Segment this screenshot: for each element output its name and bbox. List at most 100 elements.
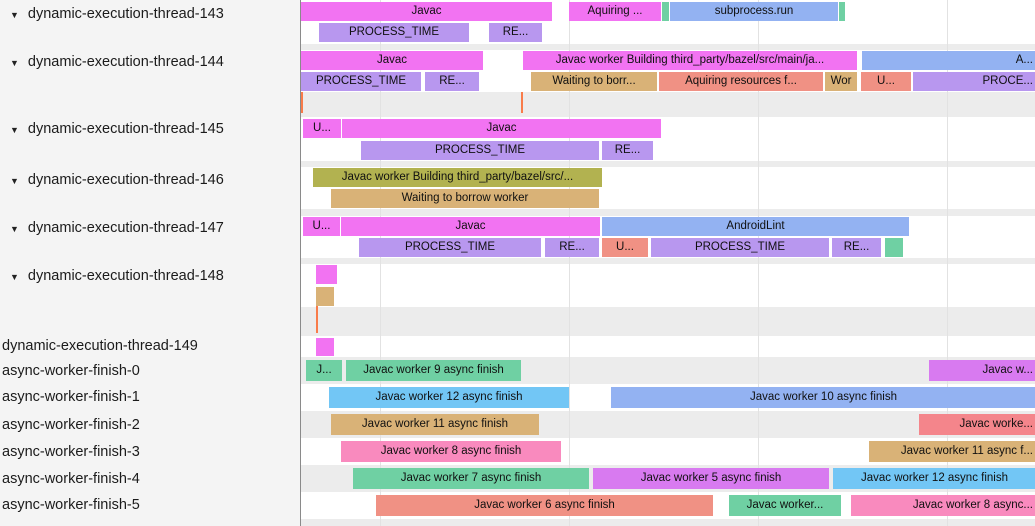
- collapse-arrow-icon[interactable]: ▼: [10, 124, 19, 135]
- row-band: [301, 161, 1035, 167]
- sidebar-item-async-worker-finish-5[interactable]: async-worker-finish-5: [0, 494, 140, 516]
- track-name-sidebar: ▼ dynamic-execution-thread-143 ▼ dynamic-ex…: [0, 0, 300, 526]
- time-gridline: [569, 0, 570, 526]
- trace-slice[interactable]: [316, 265, 337, 284]
- track-label: dynamic-execution-thread-145: [27, 121, 224, 137]
- trace-slice[interactable]: RE...: [425, 72, 479, 91]
- trace-slice[interactable]: Javac worker Building third_party/bazel/…: [313, 168, 602, 187]
- sidebar-item-dynamic-execution-thread-147[interactable]: ▼ dynamic-execution-thread-147: [0, 217, 224, 239]
- time-gridline: [380, 0, 381, 526]
- trace-slice[interactable]: Javac worker 11 async f...: [869, 441, 1035, 462]
- track-label: async-worker-finish-0: [2, 363, 140, 379]
- trace-slice[interactable]: Waiting to borr...: [531, 72, 657, 91]
- trace-slice[interactable]: [839, 2, 845, 21]
- trace-slice[interactable]: [885, 238, 903, 257]
- trace-slice[interactable]: PROCESS_TIME: [319, 23, 469, 42]
- row-band: [301, 307, 1035, 336]
- trace-slice[interactable]: Javac worker 6 async finish: [376, 495, 713, 516]
- trace-slice[interactable]: U...: [303, 217, 340, 236]
- collapse-arrow-icon[interactable]: ▼: [10, 57, 19, 68]
- time-gridline: [947, 0, 948, 526]
- trace-slice[interactable]: U...: [303, 119, 341, 138]
- trace-slice[interactable]: Javac: [342, 119, 661, 138]
- trace-slice[interactable]: J...: [306, 360, 342, 381]
- trace-slice[interactable]: Javac worker 9 async finish: [346, 360, 521, 381]
- trace-slice[interactable]: [316, 338, 334, 356]
- time-gridline: [758, 0, 759, 526]
- trace-slice[interactable]: RE...: [489, 23, 542, 42]
- track-label: async-worker-finish-2: [2, 417, 140, 433]
- row-band: [301, 92, 1035, 117]
- trace-slice[interactable]: Javac worker 8 async finish: [341, 441, 561, 462]
- track-label: async-worker-finish-5: [2, 497, 140, 513]
- sidebar-item-dynamic-execution-thread-148[interactable]: ▼ dynamic-execution-thread-148: [0, 265, 224, 287]
- track-label: dynamic-execution-thread-147: [27, 220, 224, 236]
- track-label: dynamic-execution-thread-148: [27, 268, 224, 284]
- row-band: [301, 209, 1035, 216]
- sidebar-item-async-worker-finish-2[interactable]: async-worker-finish-2: [0, 414, 140, 436]
- sidebar-item-async-worker-finish-0[interactable]: async-worker-finish-0: [0, 360, 140, 382]
- trace-slice[interactable]: RE...: [602, 141, 653, 160]
- trace-slice[interactable]: Wor: [825, 72, 857, 91]
- trace-slice[interactable]: Javac w...: [929, 360, 1035, 381]
- track-label: async-worker-finish-3: [2, 444, 140, 460]
- instant-marker: [301, 92, 303, 113]
- row-band: [301, 519, 1035, 526]
- trace-slice[interactable]: RE...: [832, 238, 881, 257]
- trace-slice[interactable]: [662, 2, 669, 21]
- trace-slice[interactable]: Javac worker 8 async...: [851, 495, 1035, 516]
- trace-slice[interactable]: RE...: [545, 238, 599, 257]
- trace-slice[interactable]: Javac worke...: [919, 414, 1035, 435]
- trace-slice[interactable]: Waiting to borrow worker: [331, 189, 599, 208]
- chart-area[interactable]: Javac Aquiring ... subprocess.run PROCESS_T…: [301, 0, 1035, 526]
- trace-slice[interactable]: Javac worker...: [729, 495, 841, 516]
- trace-slice[interactable]: Javac: [301, 51, 483, 70]
- trace-slice[interactable]: PROCE...: [913, 72, 1035, 91]
- trace-slice[interactable]: Javac worker 12 async finish: [329, 387, 569, 408]
- sidebar-item-async-worker-finish-4[interactable]: async-worker-finish-4: [0, 468, 140, 490]
- sidebar-divider[interactable]: [300, 0, 301, 526]
- trace-slice[interactable]: subprocess.run: [670, 2, 838, 21]
- trace-slice[interactable]: [316, 287, 334, 306]
- trace-slice[interactable]: Aquiring resources f...: [659, 72, 823, 91]
- track-label: dynamic-execution-thread-144: [27, 54, 224, 70]
- trace-slice[interactable]: Javac: [301, 2, 552, 21]
- trace-slice[interactable]: Javac worker 12 async finish: [833, 468, 1035, 489]
- collapse-arrow-icon[interactable]: ▼: [10, 271, 19, 282]
- collapse-arrow-icon[interactable]: ▼: [10, 223, 19, 234]
- sidebar-item-dynamic-execution-thread-143[interactable]: ▼ dynamic-execution-thread-143: [0, 3, 224, 25]
- trace-slice[interactable]: Javac worker 7 async finish: [353, 468, 589, 489]
- instant-marker: [316, 306, 318, 333]
- track-label: async-worker-finish-4: [2, 471, 140, 487]
- trace-slice[interactable]: Javac: [341, 217, 600, 236]
- trace-slice[interactable]: PROCESS_TIME: [359, 238, 541, 257]
- track-label: dynamic-execution-thread-146: [27, 172, 224, 188]
- collapse-arrow-icon[interactable]: ▼: [10, 9, 19, 20]
- trace-slice[interactable]: PROCESS_TIME: [651, 238, 829, 257]
- sidebar-item-dynamic-execution-thread-145[interactable]: ▼ dynamic-execution-thread-145: [0, 118, 224, 140]
- trace-slice[interactable]: Javac worker Building third_party/bazel/…: [523, 51, 857, 70]
- collapse-arrow-icon[interactable]: ▼: [10, 175, 19, 186]
- trace-slice[interactable]: PROCESS_TIME: [361, 141, 599, 160]
- track-label: async-worker-finish-1: [2, 389, 140, 405]
- instant-marker: [521, 92, 523, 113]
- sidebar-item-dynamic-execution-thread-144[interactable]: ▼ dynamic-execution-thread-144: [0, 51, 224, 73]
- sidebar-item-async-worker-finish-1[interactable]: async-worker-finish-1: [0, 386, 140, 408]
- sidebar-item-dynamic-execution-thread-149[interactable]: dynamic-execution-thread-149: [0, 335, 198, 357]
- trace-slice[interactable]: U...: [861, 72, 911, 91]
- track-label: dynamic-execution-thread-143: [27, 6, 224, 22]
- trace-slice[interactable]: U...: [602, 238, 648, 257]
- sidebar-item-async-worker-finish-3[interactable]: async-worker-finish-3: [0, 441, 140, 463]
- trace-slice[interactable]: Aquiring ...: [569, 2, 661, 21]
- trace-slice[interactable]: Javac worker 11 async finish: [331, 414, 539, 435]
- sidebar-item-dynamic-execution-thread-146[interactable]: ▼ dynamic-execution-thread-146: [0, 169, 224, 191]
- trace-slice[interactable]: Javac worker 10 async finish: [611, 387, 1035, 408]
- trace-slice[interactable]: AndroidLint: [602, 217, 909, 236]
- track-label: dynamic-execution-thread-149: [2, 338, 198, 354]
- row-band: [301, 258, 1035, 264]
- trace-slice[interactable]: A...: [862, 51, 1035, 70]
- trace-slice[interactable]: PROCESS_TIME: [301, 72, 421, 91]
- row-band: [301, 44, 1035, 50]
- trace-slice[interactable]: Javac worker 5 async finish: [593, 468, 829, 489]
